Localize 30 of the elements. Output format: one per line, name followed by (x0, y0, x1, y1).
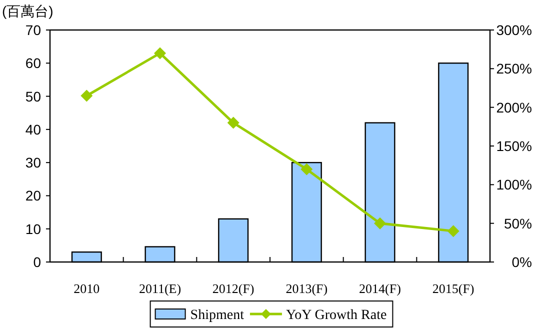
x-tick-label: 2011(E) (138, 281, 182, 296)
x-tick-label: 2010 (74, 281, 100, 296)
legend-label: YoY Growth Rate (286, 308, 387, 323)
y-tick-label: 70 (25, 22, 42, 38)
y2-tick-label: 300% (496, 22, 532, 38)
y2-tick-label: 150% (496, 138, 532, 154)
point (374, 217, 386, 230)
y2-tick-label: 50% (504, 215, 532, 232)
y-axis-title: (百萬台) (2, 3, 54, 19)
x-tick-label: 2015(F) (432, 281, 474, 296)
y-tick-label: 40 (25, 121, 42, 138)
y-tick-label: 50 (25, 88, 42, 104)
x-tick-label: 2012(F) (212, 281, 254, 296)
y2-tick-label: 200% (496, 99, 532, 116)
y-tick-label: 10 (25, 220, 42, 237)
y-tick-label: 60 (25, 55, 42, 72)
y2-tick-label: 100% (496, 176, 532, 193)
legend-label: Shipment (190, 308, 244, 323)
y-tick-label: 20 (25, 188, 42, 204)
y2-tick-label: 250% (496, 60, 532, 77)
x-tick-label: 2013(F) (286, 281, 328, 296)
point (447, 225, 460, 238)
point (80, 90, 93, 102)
point (227, 116, 240, 129)
y-tick-label: 0 (33, 254, 42, 270)
y2-tick-label: 0% (512, 254, 532, 270)
point (300, 163, 313, 176)
point (154, 47, 166, 60)
x-tick-label: 2014(F) (359, 281, 401, 296)
y-tick-label: 30 (25, 154, 42, 171)
